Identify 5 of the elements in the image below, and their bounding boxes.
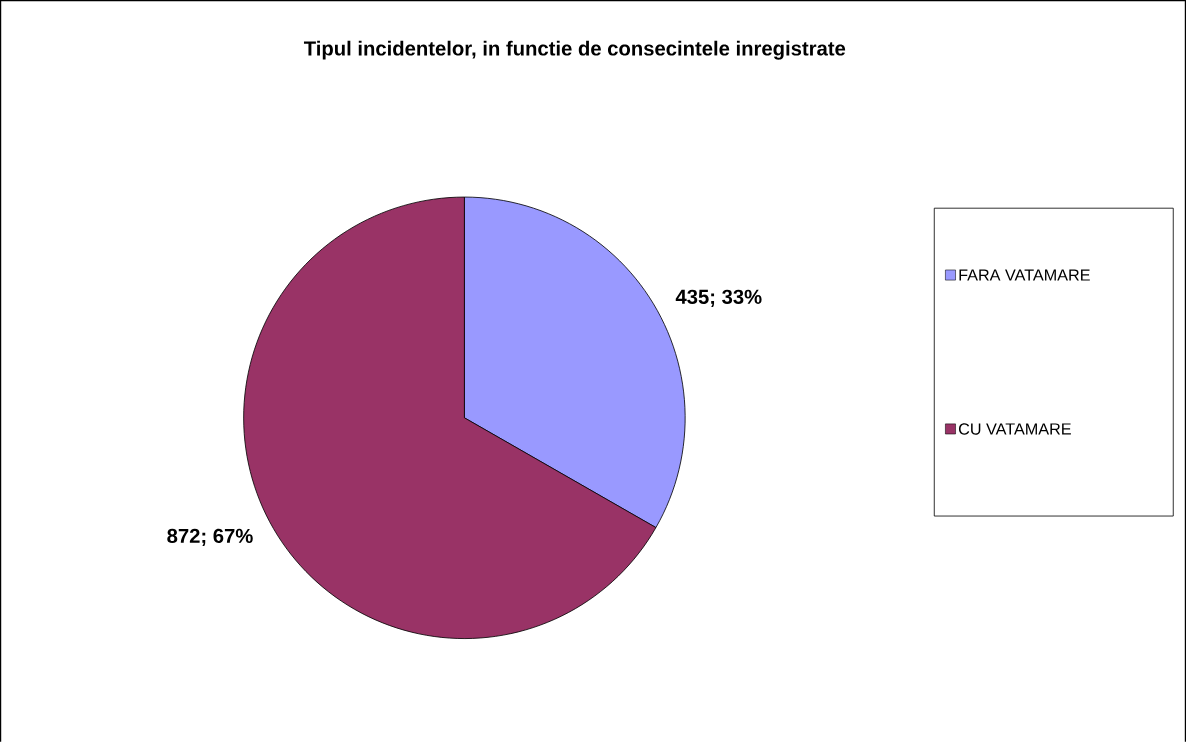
chart-title: Tipul incidentelor, in functie de consecintele inregistrate <box>303 40 846 60</box>
legend-label: FARA VATAMARE <box>959 269 1090 281</box>
data-label: 872; 67% <box>167 528 253 546</box>
data-label: 435; 33% <box>675 289 762 307</box>
legend-label: CU VATAMARE <box>958 422 1071 435</box>
